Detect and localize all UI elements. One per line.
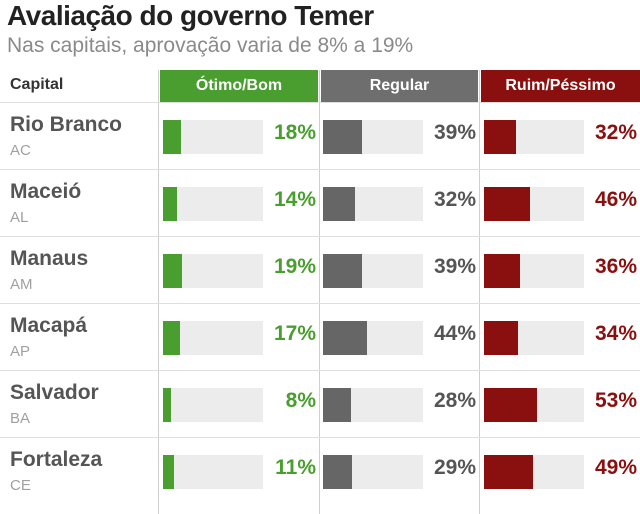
state-code: AC <box>10 142 31 159</box>
good-bar-track <box>163 254 263 288</box>
city-name: Salvador <box>10 381 99 404</box>
bad-value-label: 53% <box>594 389 637 412</box>
city-name: Rio Branco <box>10 113 123 136</box>
chart-subtitle: Nas capitais, aprovação varia de 8% a 19… <box>7 34 414 57</box>
chart-title: Avaliação do governo Temer <box>7 0 374 31</box>
table-row: Fortaleza CE 11% 29% 49% <box>0 437 640 505</box>
bad-bar-track <box>484 388 584 422</box>
good-bar <box>163 120 181 154</box>
good-value-label: 18% <box>273 121 316 144</box>
regular-value-label: 28% <box>433 389 476 412</box>
regular-bar <box>323 254 362 288</box>
bad-bar <box>484 187 530 221</box>
column-divider <box>319 70 320 514</box>
regular-bar <box>323 321 367 355</box>
state-code: BA <box>10 410 31 427</box>
good-bar <box>163 187 177 221</box>
bad-value-label: 36% <box>594 255 637 278</box>
bad-bar <box>484 455 533 489</box>
good-value-label: 11% <box>275 456 316 479</box>
good-bar-track <box>163 187 263 221</box>
good-value-label: 14% <box>273 188 316 211</box>
table-row: Manaus AM 19% 39% 36% <box>0 236 640 304</box>
regular-value-label: 32% <box>433 188 476 211</box>
regular-bar-track <box>323 321 423 355</box>
capital-column-header: Capital <box>10 76 64 93</box>
bad-bar <box>484 388 537 422</box>
regular-value-label: 39% <box>433 121 476 144</box>
good-bar <box>163 455 174 489</box>
good-value-label: 17% <box>273 322 316 345</box>
bad-bar <box>484 254 520 288</box>
good-column-header: Ótimo/Bom <box>160 70 318 102</box>
state-code: AP <box>10 343 31 360</box>
bad-bar-track <box>484 321 584 355</box>
good-bar-track <box>163 455 263 489</box>
city-name: Maceió <box>10 180 82 203</box>
good-value-label: 19% <box>273 255 316 278</box>
bad-bar-track <box>484 187 584 221</box>
bad-value-label: 46% <box>594 188 637 211</box>
bad-value-label: 34% <box>594 322 637 345</box>
regular-value-label: 44% <box>433 322 476 345</box>
regular-bar-track <box>323 187 423 221</box>
state-code: AM <box>10 276 33 293</box>
good-bar-track <box>163 321 263 355</box>
table-header: Capital Ótimo/Bom Regular Ruim/Péssimo <box>0 70 640 102</box>
regular-bar-track <box>323 388 423 422</box>
regular-bar-track <box>323 120 423 154</box>
city-name: Fortaleza <box>10 448 103 471</box>
city-name: Manaus <box>10 247 89 270</box>
table-row: Rio Branco AC 18% 39% 32% <box>0 102 640 170</box>
regular-value-label: 39% <box>433 255 476 278</box>
regular-value-label: 29% <box>433 456 476 479</box>
table-row: Maceió AL 14% 32% 46% <box>0 169 640 237</box>
bad-bar-track <box>484 455 584 489</box>
regular-bar-track <box>323 254 423 288</box>
bad-value-label: 49% <box>594 456 637 479</box>
good-bar-track <box>163 388 263 422</box>
regular-bar <box>323 455 352 489</box>
bad-column-header: Ruim/Péssimo <box>481 70 640 102</box>
table-row: Salvador BA 8% 28% 53% <box>0 370 640 438</box>
column-divider <box>158 70 159 514</box>
table-row: Macapá AP 17% 44% 34% <box>0 303 640 371</box>
city-name: Macapá <box>10 314 88 337</box>
bad-bar <box>484 120 516 154</box>
good-bar-track <box>163 120 263 154</box>
bad-bar <box>484 321 518 355</box>
state-code: CE <box>10 477 31 494</box>
good-bar <box>163 254 182 288</box>
good-value-label: 8% <box>285 389 316 412</box>
column-divider <box>479 70 480 514</box>
regular-bar <box>323 187 355 221</box>
regular-bar <box>323 120 362 154</box>
good-bar <box>163 388 171 422</box>
bad-bar-track <box>484 254 584 288</box>
bad-value-label: 32% <box>594 121 637 144</box>
regular-bar <box>323 388 351 422</box>
regular-column-header: Regular <box>321 70 478 102</box>
bad-bar-track <box>484 120 584 154</box>
regular-bar-track <box>323 455 423 489</box>
state-code: AL <box>10 209 29 226</box>
good-bar <box>163 321 180 355</box>
